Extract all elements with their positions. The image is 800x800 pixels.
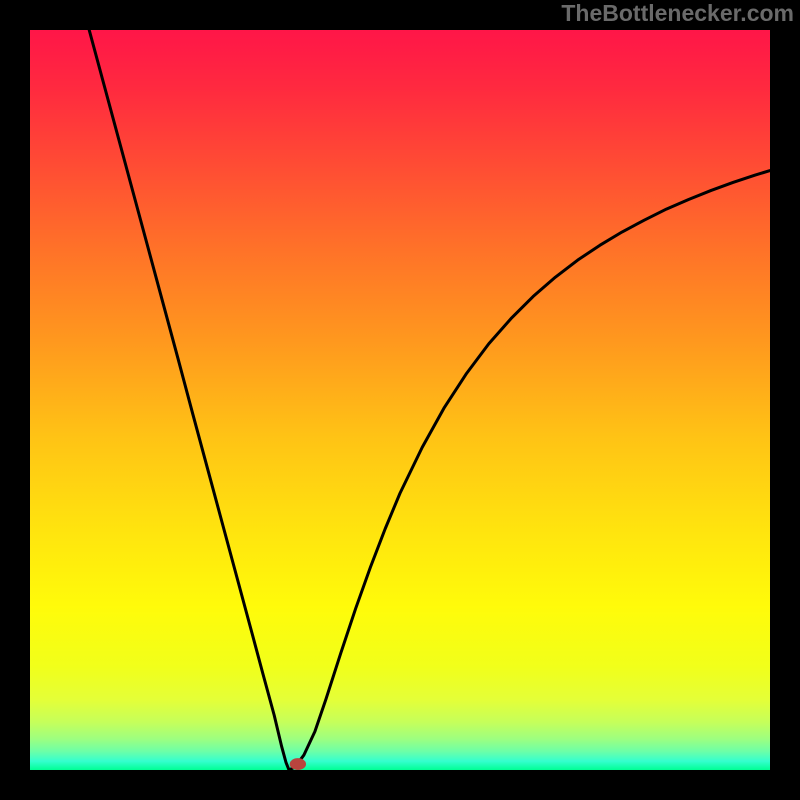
plot-background-gradient [30,30,770,770]
chart-container: TheBottlenecker.com [0,0,800,800]
bottleneck-chart [0,0,800,800]
optimal-point-marker [290,758,306,770]
